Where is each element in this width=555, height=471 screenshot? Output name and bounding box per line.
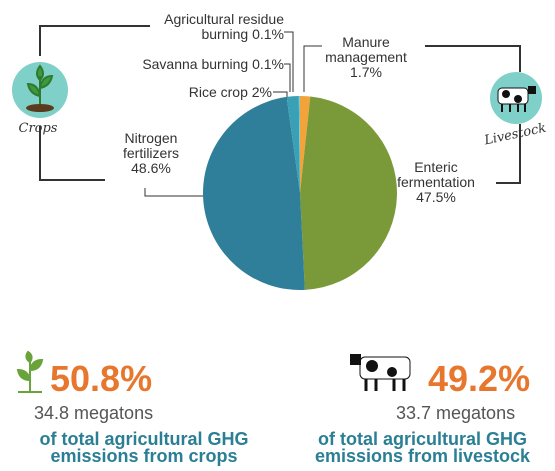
cow-spot	[366, 360, 378, 372]
slice-value: 1.7%	[318, 65, 414, 80]
slice-label: Agricultural residue burning 0.1%	[130, 12, 284, 42]
livestock-amount: 33.7 megatons	[396, 403, 515, 424]
crops-description: of total agricultural GHG emissions from…	[14, 431, 274, 465]
slice-value: 0.1%	[252, 56, 284, 72]
soil	[26, 104, 54, 112]
cow-legs	[366, 379, 404, 391]
slice-label: Rice crop 2%	[120, 85, 272, 100]
livestock-icon: Livestock	[482, 72, 548, 149]
slice-label: Savanna burning 0.1%	[80, 57, 284, 72]
slice-label: Enteric fermentation 47.5%	[388, 160, 484, 205]
cow-spot	[514, 95, 522, 103]
slice-name: Manure management	[325, 34, 407, 65]
cow	[498, 88, 528, 104]
cow-head	[350, 354, 361, 365]
pie-slice	[300, 97, 397, 290]
crops-amount: 34.8 megatons	[34, 403, 153, 424]
crops-icon: Crops	[12, 62, 68, 136]
cow-spot	[387, 367, 397, 377]
icon-label: Crops	[19, 121, 58, 136]
slice-value: 0.1%	[252, 26, 284, 42]
slice-name: Enteric fermentation	[397, 159, 475, 190]
bracket	[425, 46, 520, 72]
slice-value: 48.6%	[106, 161, 196, 176]
pie	[203, 96, 397, 290]
icon-label: Livestock	[482, 121, 548, 149]
leader-line	[284, 32, 293, 92]
description-line: emissions from crops	[14, 448, 274, 465]
slice-name: Nitrogen fertilizers	[123, 130, 179, 161]
leader-line	[284, 64, 290, 92]
slice-label: Manure management 1.7%	[318, 35, 414, 80]
livestock-percent: 49.2%	[428, 358, 530, 400]
livestock-description: of total agricultural GHG emissions from…	[290, 431, 555, 465]
pie-slice	[203, 97, 305, 290]
slice-value: 2%	[252, 84, 272, 100]
slice-name: Rice crop	[189, 84, 248, 100]
slice-value: 47.5%	[388, 190, 484, 205]
cow-spot	[502, 90, 510, 98]
description-line: emissions from livestock	[290, 448, 555, 465]
slice-label: Nitrogen fertilizers 48.6%	[106, 131, 196, 176]
sprout	[18, 352, 42, 392]
crops-percent: 50.8%	[50, 358, 152, 400]
cow-head	[528, 86, 536, 94]
slice-name: Savanna burning	[142, 56, 248, 72]
infographic: Crops Livestock 50.8% 34.8 megatons of t…	[0, 0, 555, 471]
